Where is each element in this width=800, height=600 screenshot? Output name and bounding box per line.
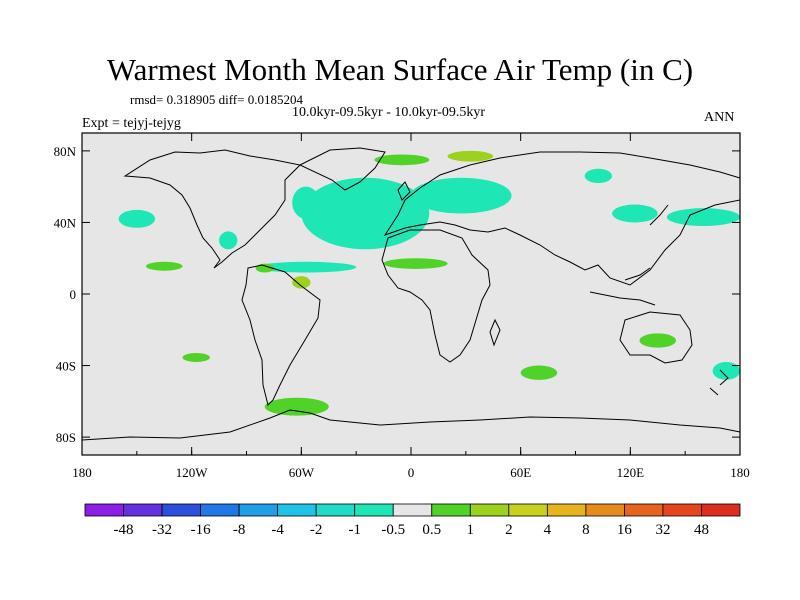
anomaly-region-18: [520, 365, 558, 380]
coastline-north-america: [123, 149, 302, 269]
y-tick-label: 80S: [56, 430, 76, 445]
anomaly-region-7: [584, 168, 613, 184]
anomaly-region-14: [447, 150, 494, 162]
anomaly-region-6: [612, 204, 658, 223]
colorbar-label: -1: [348, 522, 361, 538]
anomaly-region-9: [383, 258, 448, 269]
colorbar-swatch: [624, 503, 664, 517]
coastline-japan: [649, 204, 669, 226]
x-tick-label: 60W: [289, 465, 315, 480]
colorbar-swatch: [546, 503, 587, 517]
colorbar: -48 -32 -16 -8 -4 -2 -1 -0.5 0.5 1 2 4 8 16 32 48: [84, 503, 741, 538]
stats-line: rmsd= 0.318905 diff= 0.0185204: [130, 92, 303, 107]
colorbar-swatch: [354, 503, 394, 517]
x-tick-label: 120E: [617, 465, 645, 480]
colorbar-label: -2: [310, 522, 323, 538]
anomaly-region-19: [712, 361, 741, 380]
colorbar-swatch: [701, 503, 741, 517]
coastline-australia: [619, 311, 693, 364]
coastline-new-zealand: [709, 369, 729, 396]
anomaly-region-4: [118, 209, 156, 228]
anomaly-region-12: [292, 276, 311, 289]
colorbar-swatch: [431, 503, 471, 517]
colorbar-label: -4: [271, 522, 284, 538]
anomaly-region-2: [411, 177, 512, 214]
anomaly-region-13: [374, 154, 430, 166]
coastline-southeast-asia: [589, 267, 656, 306]
anomaly-region-0: [301, 177, 430, 250]
y-tick-label: 0: [70, 287, 77, 302]
colorbar-label: 2: [505, 522, 513, 538]
colorbar-swatch: [123, 503, 163, 517]
colorbar-swatch: [392, 503, 433, 517]
anomaly-region-8: [219, 231, 238, 250]
coastline-eurasia: [383, 151, 741, 286]
x-tick-label: 0: [408, 465, 415, 480]
colorbar-label: 32: [655, 522, 670, 538]
coastline-antarctica: [81, 409, 741, 441]
coastline-uk: [397, 181, 411, 201]
colorbar-swatch: [469, 503, 510, 517]
colorbar-label: -32: [152, 522, 172, 538]
y-tick-label: 40N: [54, 215, 77, 230]
anomaly-regions: [118, 150, 741, 416]
anomaly-region-5: [666, 208, 740, 227]
x-tick-label: 180: [730, 465, 750, 480]
colorbar-swatch: [161, 503, 201, 517]
colorbar-swatch: [662, 503, 702, 517]
colorbar-swatch: [200, 503, 240, 517]
colorbar-swatch: [84, 503, 124, 517]
x-tick-label: 180: [72, 465, 92, 480]
map-background: [82, 133, 740, 455]
period-line: 10.0kyr-09.5kyr - 10.0kyr-09.5kyr: [292, 105, 486, 120]
colorbar-label: 8: [582, 522, 590, 538]
coastline-madagascar: [489, 318, 501, 347]
coastline-africa: [381, 229, 491, 363]
coastline-south-america: [241, 264, 321, 406]
colorbar-label: -48: [114, 522, 134, 538]
x-tick-label: 60E: [510, 465, 531, 480]
colorbar-label: -0.5: [381, 522, 405, 538]
anomaly-region-17: [639, 333, 677, 348]
anomaly-region-15: [182, 353, 210, 362]
colorbar-swatch: [277, 503, 317, 517]
colorbar-swatch: [238, 503, 279, 517]
anomaly-region-16: [264, 397, 329, 416]
x-tick-label: 120W: [176, 465, 209, 480]
expt-line: Expt = tejyj-tejyg: [82, 116, 181, 131]
colorbar-swatch: [585, 503, 625, 517]
colorbar-label: -16: [191, 522, 211, 538]
colorbar-swatch: [315, 503, 356, 517]
colorbar-label: 0.5: [422, 522, 441, 538]
coastlines: [81, 147, 741, 441]
x-axis: 180 120W 60W 0 60E 120E 180: [72, 133, 750, 480]
anomaly-region-10: [145, 261, 183, 271]
season-label: ANN: [704, 110, 735, 125]
colorbar-label: 48: [694, 522, 709, 538]
colorbar-label: 16: [617, 522, 633, 538]
colorbar-label: 4: [544, 522, 552, 538]
anomaly-region-1: [292, 186, 320, 219]
y-axis: 80N 40N 0 40S 80S: [54, 144, 740, 445]
map-title: Warmest Month Mean Surface Air Temp (in …: [106, 52, 694, 87]
colorbar-label: -8: [233, 522, 246, 538]
colorbar-swatch: [508, 503, 548, 517]
y-tick-label: 40S: [56, 359, 76, 374]
y-tick-label: 80N: [54, 144, 77, 159]
coastline-greenland: [298, 147, 386, 191]
colorbar-label: 1: [467, 522, 475, 538]
anomaly-region-3: [255, 261, 357, 273]
